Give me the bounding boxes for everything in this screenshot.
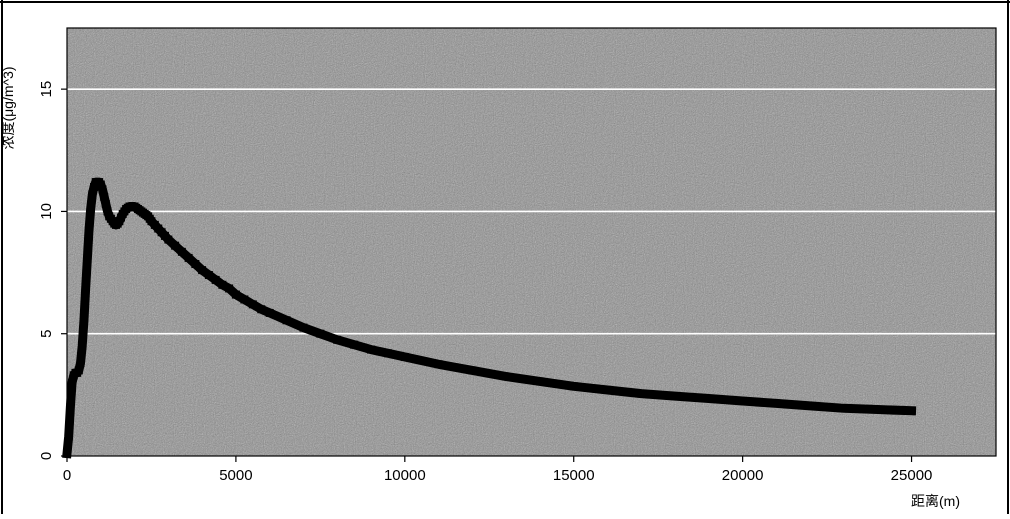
data-point [350, 340, 359, 349]
data-point [84, 226, 93, 235]
data-series [62, 177, 917, 459]
data-point [177, 247, 186, 256]
x-tick-label-20000: 20000 [722, 467, 764, 484]
data-point [90, 182, 99, 191]
data-point [231, 290, 240, 299]
data-point [101, 200, 110, 209]
data-point [225, 284, 234, 293]
data-point [78, 341, 87, 350]
data-point [535, 377, 544, 386]
data-point [257, 305, 266, 314]
data-point [184, 253, 193, 262]
data-point [839, 404, 848, 413]
data-point [64, 432, 73, 441]
y-tick-label-10: 10 [38, 203, 55, 220]
data-point [171, 241, 180, 250]
x-tick-label-0: 0 [63, 467, 71, 484]
data-point [502, 372, 511, 381]
x-tick-label-25000: 25000 [891, 467, 933, 484]
data-point [367, 345, 376, 354]
data-point [738, 396, 747, 405]
data-point [63, 449, 71, 458]
data-point [282, 316, 291, 325]
data-point [468, 366, 477, 375]
data-point [772, 399, 781, 408]
data-point [218, 280, 227, 289]
data-point [434, 360, 443, 369]
data-point [240, 295, 249, 304]
data-point [68, 378, 77, 387]
data-point [704, 394, 713, 403]
data-point [88, 190, 97, 199]
data-point [299, 323, 308, 332]
data-point [873, 405, 882, 414]
data-point [103, 207, 112, 216]
data-point [637, 389, 646, 398]
plot-texture [67, 28, 996, 456]
data-point [164, 235, 173, 244]
y-tick-label-0: 0 [38, 452, 55, 460]
data-point [333, 335, 342, 344]
data-point [204, 271, 213, 280]
data-point [248, 300, 257, 309]
data-point [74, 366, 83, 375]
tick-labels: 0 5000 10000 15000 20000 25000 0 5 10 15 [38, 81, 932, 484]
data-point [86, 204, 95, 213]
y-axis-title: 浓度(μg/m^3) [0, 66, 16, 149]
data-point [100, 192, 109, 201]
data-point [81, 285, 90, 294]
data-point [671, 392, 680, 401]
y-tick-label-5: 5 [38, 330, 55, 338]
data-point [383, 349, 392, 358]
data-point [316, 329, 325, 338]
data-point [569, 382, 578, 391]
data-point [806, 401, 815, 410]
data-point [400, 352, 409, 361]
data-point [191, 260, 200, 269]
data-point [603, 385, 612, 394]
y-tick-label-15: 15 [38, 81, 55, 98]
data-point [79, 317, 88, 326]
x-tick-label-15000: 15000 [553, 467, 595, 484]
data-point [211, 275, 220, 284]
x-tick-label-10000: 10000 [384, 467, 426, 484]
data-point [907, 406, 916, 415]
data-point [83, 256, 92, 265]
grid-lines [67, 88, 996, 335]
data-point [98, 185, 107, 194]
data-point [96, 180, 105, 189]
data-point [198, 266, 207, 275]
data-point [265, 308, 274, 317]
x-tick-label-5000: 5000 [219, 467, 252, 484]
data-point [66, 403, 75, 412]
plot-frame [66, 27, 997, 457]
data-point [76, 359, 85, 368]
x-axis-title: 距离(m) [911, 493, 960, 509]
